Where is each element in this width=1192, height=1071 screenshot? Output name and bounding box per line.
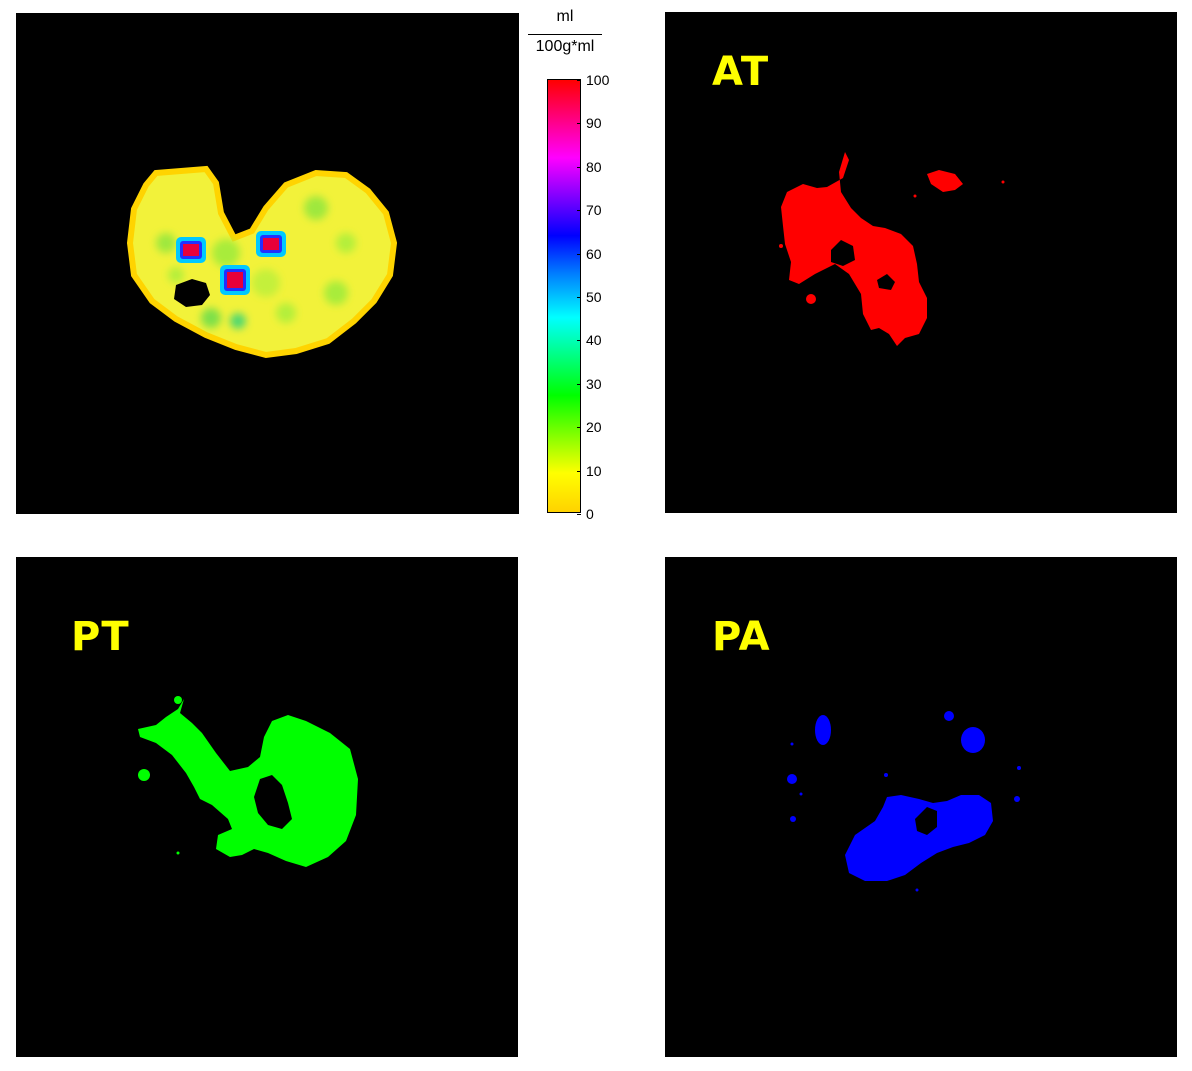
colorbar-tick-label: 40 (586, 332, 602, 349)
at-mask (779, 152, 1005, 346)
colorbar-tick-mark (577, 166, 581, 168)
pa-mask (787, 711, 1021, 892)
colorbar-tick-label: 90 (586, 115, 602, 132)
colorbar-tick-mark (577, 253, 581, 255)
colorbar-unit-denominator: 100g*ml (535, 38, 595, 55)
colorbar-tick-mark (577, 297, 581, 298)
colorbar-gradient (547, 79, 581, 513)
organ-region (126, 165, 398, 359)
perfusion-texture (156, 196, 356, 329)
colorbar-tick-mark (577, 427, 581, 429)
hotspot-2 (256, 231, 286, 257)
colorbar-unit-divider (528, 34, 602, 35)
colorbar-tick-label: 30 (586, 375, 602, 392)
colorbar-unit-numerator: ml (556, 8, 574, 25)
pa-label: PA (712, 614, 771, 660)
pt-mask (138, 696, 358, 867)
colorbar-tick-mark (577, 383, 581, 385)
at-label: AT (712, 49, 770, 95)
colorbar-tick-mark (577, 123, 581, 125)
perfusion-map-image (126, 165, 398, 359)
colorbar-tick-label: 50 (586, 289, 602, 305)
colorbar-tick-label: 70 (586, 202, 602, 219)
pa-panel: PA (665, 557, 1177, 1057)
colorbar-tick-mark (577, 210, 581, 212)
pt-label: PT (71, 614, 130, 660)
colorbar-tick-label: 80 (586, 158, 602, 175)
hotspot-1 (176, 237, 206, 263)
at-panel: AT (665, 12, 1177, 513)
hotspot-3 (220, 265, 250, 295)
colorbar-tick-label: 60 (586, 245, 602, 262)
colorbar-tick-mark (577, 340, 581, 342)
colorbar-tick-label: 10 (586, 462, 602, 479)
colorbar-tick-label: 100 (586, 72, 610, 88)
colorbar-tick-mark (577, 514, 581, 515)
colorbar-tick-label: 0 (586, 506, 594, 522)
pt-panel: PT (16, 557, 518, 1057)
colorbar-tick-label: 20 (586, 419, 602, 436)
colorbar-tick-mark (577, 80, 581, 81)
colorbar-tick-mark (577, 470, 581, 472)
perfusion-map-panel (16, 13, 519, 514)
organ-hole (174, 279, 210, 307)
